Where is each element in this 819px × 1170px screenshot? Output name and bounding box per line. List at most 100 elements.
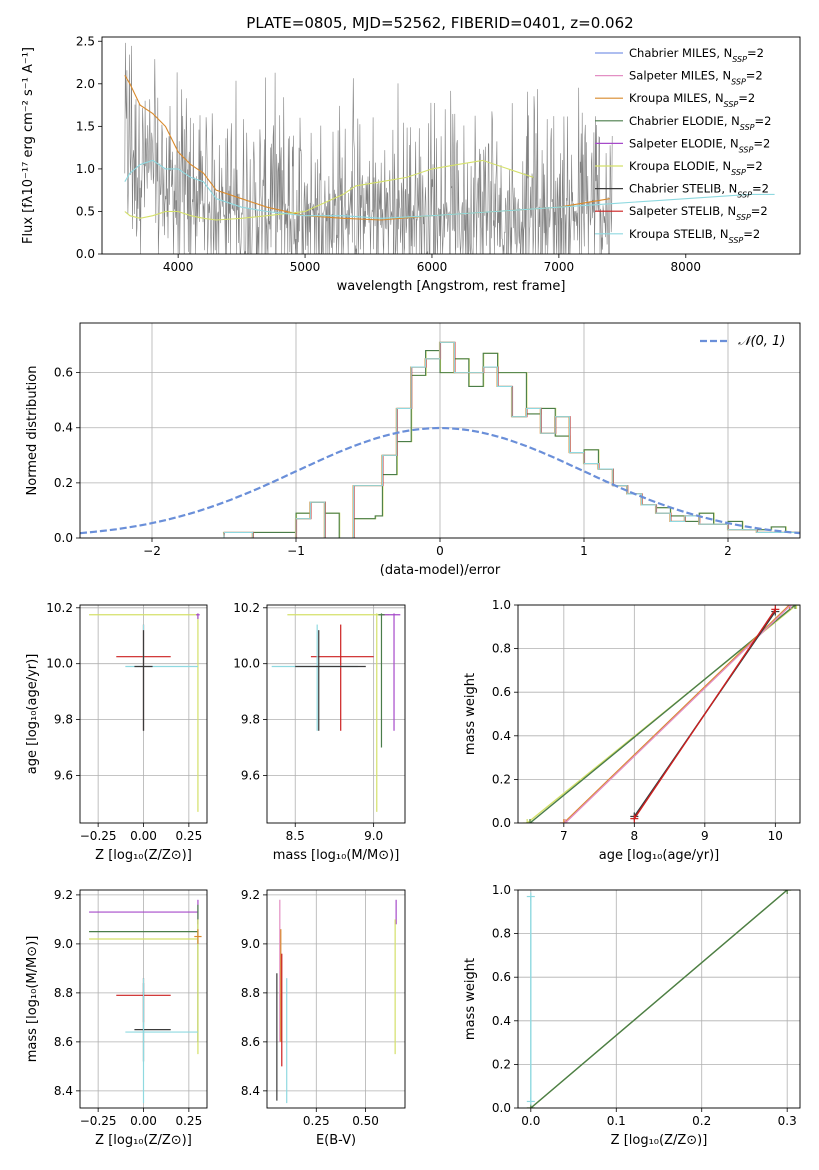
legend-entry: Salpeter MILES, NSSP=2 — [629, 69, 763, 87]
legend-entry: Chabrier STELIB, NSSP=2 — [629, 182, 769, 200]
panel-mass-vs-Z: −0.25 0.00 0.25 8.4 8.6 8.8 9.0 9.2 Z [log₁₀(Z/Z… — [25, 888, 208, 1148]
y-tick-label: 0.4 — [492, 1014, 511, 1028]
x-axis-label: Z [log₁₀(Z/Z⊙)] — [95, 1133, 192, 1148]
x-tick-label: 0.0 — [521, 1114, 540, 1128]
y-tick-label: 10.0 — [46, 657, 73, 671]
panel-age-vs-Z: −0.25 0.00 0.25 9.6 9.8 10.0 10.2 Z [log₁₀(Z/Z⊙… — [25, 601, 208, 863]
y-tick-label: 0.2 — [492, 772, 511, 786]
x-tick-label: −2 — [143, 544, 161, 558]
y-tick-label: 1.0 — [76, 162, 95, 176]
y-tick-label: 0.2 — [492, 1057, 511, 1071]
x-axis-label: (data-model)/error — [380, 563, 501, 578]
x-axis-label: mass [log₁₀(M/M⊙)] — [273, 848, 400, 863]
x-tick-label: 4000 — [163, 260, 194, 274]
y-tick-label: 0.8 — [492, 927, 511, 941]
y-axis-label: age [log₁₀(age/yr)] — [25, 654, 40, 775]
y-tick-label: 1.0 — [492, 883, 511, 897]
weight-line — [563, 605, 790, 823]
plot-area — [276, 899, 397, 1104]
x-tick-label: 7 — [560, 829, 568, 843]
y-tick-label: 0.0 — [76, 247, 95, 261]
panel-mass-vs-E(B-V): 0.25 0.50 8.4 8.6 8.8 9.0 9.2 E(B-V) — [241, 888, 406, 1148]
model-line — [124, 159, 534, 221]
panel-mass-weight-vs-age: 7 8 9 10 0.0 0.2 0.4 0.6 0.8 1.0 age [log₁₀(age/yr… — [463, 598, 801, 863]
axes-frame — [517, 604, 801, 824]
plot-area — [89, 899, 202, 1104]
axes-frame — [266, 604, 406, 824]
y-axis-label: mass [log₁₀(M/M⊙)] — [25, 936, 40, 1063]
y-tick-label: 0.5 — [76, 204, 95, 218]
x-tick-label: 0 — [436, 544, 444, 558]
y-tick-label: 0.4 — [54, 421, 73, 435]
x-axis-label: age [log₁₀(age/yr)] — [599, 848, 720, 863]
axes-frame — [517, 889, 801, 1109]
x-axis-label: Z [log₁₀(Z/Z⊙)] — [95, 848, 192, 863]
weight-line — [633, 609, 776, 819]
y-tick-label: 0.6 — [492, 685, 511, 699]
plot-area — [523, 605, 800, 823]
legend-entry: Kroupa MILES, NSSP=2 — [629, 91, 755, 109]
panel-age-vs-mass: 8.5 9.0 9.6 9.8 10.0 10.2 mass [log₁₀(M/M⊙)] — [233, 601, 406, 863]
y-tick-label: 8.4 — [54, 1084, 73, 1098]
x-tick-label: 0.1 — [607, 1114, 626, 1128]
y-tick-label: 9.8 — [54, 713, 73, 727]
x-tick-label: 9.0 — [364, 829, 383, 843]
x-tick-label: 2 — [724, 544, 732, 558]
y-tick-label: 10.2 — [46, 601, 73, 615]
x-tick-label: 0.25 — [303, 1114, 330, 1128]
y-tick-label: 0.6 — [492, 970, 511, 984]
legend-entry: 𝒩(0, 1) — [738, 334, 785, 349]
plot-area — [89, 613, 200, 812]
y-tick-label: 8.6 — [54, 1035, 73, 1049]
model-line — [124, 159, 775, 219]
y-tick-label: 0.4 — [492, 729, 511, 743]
axes-frame — [79, 889, 208, 1109]
y-tick-label: 2.5 — [76, 34, 95, 48]
y-tick-label: 9.8 — [241, 713, 260, 727]
x-tick-label: 5000 — [290, 260, 321, 274]
plot-area — [526, 890, 792, 1108]
panel-spectrum: 4000 5000 6000 7000 8000 0.0 0.5 1.0 1.5 2.0 2.5 wa… — [21, 34, 801, 294]
y-tick-label: 0.0 — [492, 1101, 511, 1115]
y-tick-label: 0.0 — [54, 531, 73, 545]
gaussian-curve — [80, 426, 800, 535]
x-tick-label: −0.25 — [80, 1114, 117, 1128]
y-tick-label: 9.2 — [241, 888, 260, 902]
x-tick-label: 0.00 — [130, 1114, 157, 1128]
y-tick-label: 9.0 — [54, 937, 73, 951]
figure-title: PLATE=0805, MJD=52562, FIBERID=0401, z=0… — [246, 14, 633, 32]
panel-residual-histogram: −2 −1 0 1 2 0.0 0.2 0.4 0.6 (data-model)/error Nor… — [25, 322, 801, 578]
legend-entry: Salpeter STELIB, NSSP=2 — [629, 204, 768, 222]
y-tick-label: 8.8 — [241, 986, 260, 1000]
y-tick-label: 1.0 — [492, 598, 511, 612]
x-tick-label: 1 — [580, 544, 588, 558]
y-tick-label: 0.2 — [54, 476, 73, 490]
y-tick-label: 0.8 — [492, 642, 511, 656]
x-tick-label: 7000 — [544, 260, 575, 274]
axes-frame — [101, 36, 801, 255]
x-tick-label: 0.00 — [130, 829, 157, 843]
axes-frame — [79, 604, 208, 824]
y-tick-label: 0.0 — [492, 816, 511, 830]
weight-line — [530, 890, 788, 1108]
x-tick-label: 0.3 — [778, 1114, 797, 1128]
x-tick-label: 0.50 — [352, 1114, 379, 1128]
legend-entry: Kroupa STELIB, NSSP=2 — [629, 227, 760, 245]
x-tick-label: 8.5 — [286, 829, 305, 843]
x-tick-label: 8 — [631, 829, 639, 843]
panel-mass-weight-vs-Z: 0.0 0.1 0.2 0.3 0.0 0.2 0.4 0.6 0.8 1.0 Z [log₁₀(Z… — [463, 883, 801, 1148]
y-axis-label: mass weight — [463, 958, 478, 1040]
plot-area — [271, 613, 401, 812]
x-axis-label: E(B-V) — [316, 1133, 356, 1148]
y-tick-label: 10.2 — [233, 601, 260, 615]
y-axis-label: Flux [fλ10⁻¹⁷ erg cm⁻² s⁻¹ A⁻¹] — [21, 47, 36, 244]
y-tick-label: 9.0 — [241, 937, 260, 951]
plot-area — [80, 341, 800, 538]
y-tick-label: 1.5 — [76, 119, 95, 133]
legend-entry: Kroupa ELODIE, NSSP=2 — [629, 159, 763, 177]
y-tick-label: 8.6 — [241, 1035, 260, 1049]
y-tick-label: 2.0 — [76, 77, 95, 91]
y-tick-label: 9.2 — [54, 888, 73, 902]
legend-entry: Chabrier MILES, NSSP=2 — [629, 46, 764, 64]
